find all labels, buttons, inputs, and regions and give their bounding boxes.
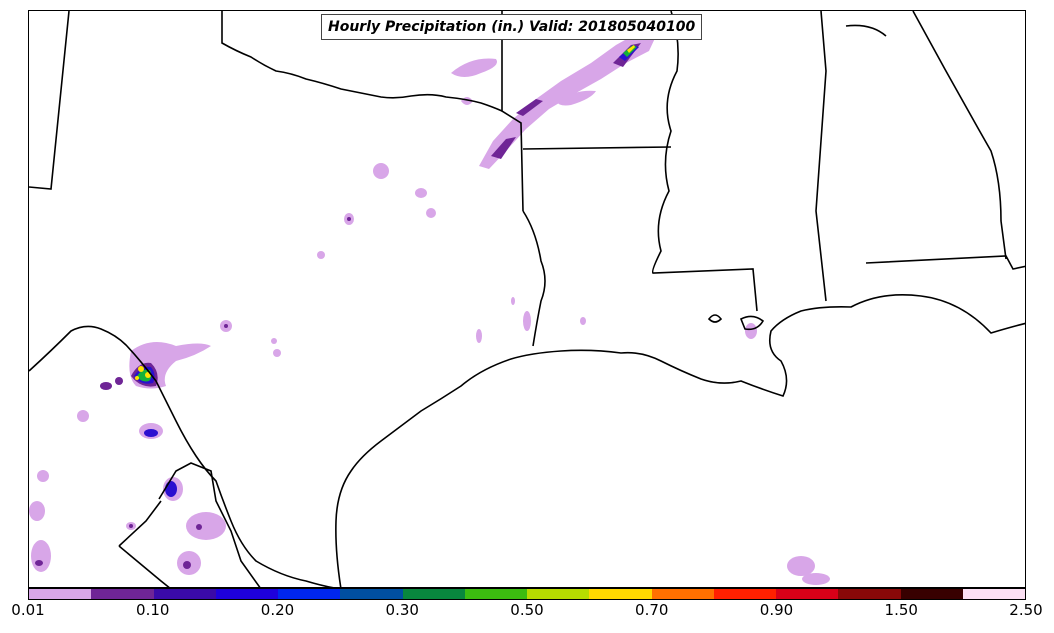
colorbar-tick-label: 0.10 (136, 601, 170, 619)
colorbar-tick-label: 0.70 (635, 601, 669, 619)
map-frame (28, 10, 1026, 588)
precipitation-areas (29, 31, 830, 585)
boundary-texas-louisiana (522, 210, 546, 347)
boundary-florida-north (865, 255, 1025, 270)
colorbar-tick-label: 0.01 (11, 601, 45, 619)
boundary-alabama-georgia (912, 11, 1007, 260)
colorbar-tick-label: 0.90 (759, 601, 794, 619)
boundary-oklahoma-texas (221, 11, 503, 112)
boundary-mexico-state (158, 462, 261, 587)
map-title: Hourly Precipitation (in.) Valid: 201805… (328, 19, 696, 35)
colorbar-tick-label: 0.20 (260, 601, 295, 619)
boundary-west-state (29, 11, 70, 190)
lake-northeast (845, 24, 887, 37)
boundary-mexico-state-2 (118, 500, 162, 547)
colorbar-tick-label: 0.30 (385, 601, 419, 619)
boundary-arkansas-louisiana (522, 146, 672, 150)
lake-small (707, 314, 723, 323)
precip-band-arkansas (479, 31, 656, 169)
colorbar-tick-label: 2.50 (1009, 601, 1043, 619)
colorbar-swatch-8 (527, 589, 590, 599)
precipitation-map (29, 11, 1025, 587)
colorbar (28, 588, 1026, 600)
colorbar-swatch-6 (402, 589, 465, 599)
lake-pontchartrain (739, 315, 765, 331)
colorbar-swatch-5 (340, 589, 403, 599)
boundary-mississippi-river (651, 11, 758, 312)
colorbar-swatch-1 (91, 589, 154, 599)
colorbar-swatch-14 (900, 589, 963, 599)
colorbar-swatch-12 (776, 589, 839, 599)
colorbar-swatch-7 (464, 589, 527, 599)
boundary-rio-grande (29, 325, 334, 587)
boundary-mississippi-alabama (815, 11, 827, 302)
colorbar-swatch-2 (153, 589, 216, 599)
map-title-box: Hourly Precipitation (in.) Valid: 201805… (321, 14, 703, 40)
colorbar-swatch-9 (589, 589, 652, 599)
colorbar-swatch-15 (962, 589, 1025, 599)
colorbar-swatch-0 (29, 589, 92, 599)
boundaries (29, 11, 1025, 587)
colorbar-tick-label: 1.50 (884, 601, 918, 619)
colorbar-swatch-13 (838, 589, 901, 599)
colorbar-swatch-4 (278, 589, 341, 599)
boundary-mexico-state-3 (118, 545, 170, 587)
colorbar-swatch-3 (215, 589, 278, 599)
colorbar-swatch-11 (713, 589, 776, 599)
colorbar-tick-label: 0.50 (510, 601, 544, 619)
coastline-gulf (335, 294, 1025, 587)
boundary-arkansas-oklahoma (501, 11, 524, 212)
colorbar-swatch-10 (651, 589, 714, 599)
